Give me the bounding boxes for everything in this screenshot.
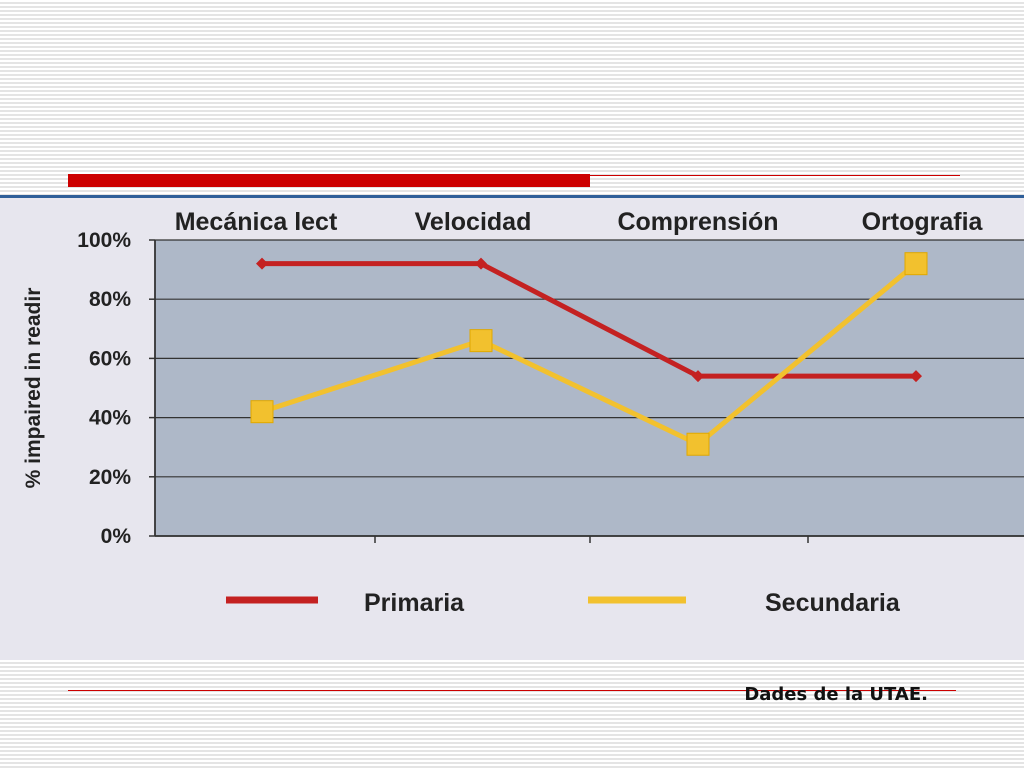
- category-label: Velocidad: [415, 208, 532, 236]
- axes: [154, 240, 1024, 543]
- data-point-secundaria: [904, 252, 928, 276]
- chart-panel: 0% 20% 40% 60% 80% 100% Mecánica lect Velocida…: [0, 195, 1024, 660]
- data-point-primaria: [692, 370, 704, 383]
- category-label: Comprensión: [617, 208, 778, 236]
- y-tick-label: 40%: [89, 407, 131, 430]
- top-accent-bar: [68, 174, 590, 187]
- y-tick-label: 20%: [89, 466, 131, 489]
- plot-area: [155, 240, 1024, 536]
- data-point-secundaria: [250, 400, 274, 424]
- series-line-secundaria: [261, 261, 918, 447]
- data-point-primaria: [256, 257, 268, 270]
- legend: Primaria Secundaria: [226, 589, 901, 617]
- data-point-secundaria: [686, 432, 710, 456]
- y-tick-labels: 0% 20% 40% 60% 80% 100%: [77, 229, 131, 548]
- legend-label-primaria: Primaria: [364, 589, 465, 617]
- y-tick-label: 0%: [101, 525, 132, 548]
- series-lines: [261, 261, 918, 447]
- category-label: Ortografia: [862, 208, 984, 236]
- top-accent-line: [590, 175, 960, 176]
- data-point-secundaria: [469, 329, 493, 353]
- data-point-primaria: [910, 370, 922, 383]
- y-axis-label: % impaired in readir: [22, 288, 45, 489]
- legend-label-secundaria: Secundaria: [765, 589, 901, 617]
- y-tick-label: 80%: [89, 288, 131, 311]
- series-markers: [250, 252, 928, 456]
- y-tick-label: 100%: [77, 229, 131, 252]
- category-labels: Mecánica lect Velocidad Comprensión Ortogra…: [175, 208, 984, 236]
- line-chart: 0% 20% 40% 60% 80% 100% Mecánica lect Velocida…: [22, 208, 1024, 617]
- y-axis-label-group: % impaired in readir: [22, 288, 45, 489]
- bottom-accent-line: [68, 690, 956, 691]
- data-point-primaria: [475, 257, 487, 270]
- y-tick-label: 60%: [89, 347, 131, 370]
- series-line-primaria: [262, 261, 916, 379]
- plot-background: [155, 240, 1024, 536]
- category-label: Mecánica lect: [175, 208, 338, 236]
- source-note: Dades de la UTAE.: [744, 684, 928, 705]
